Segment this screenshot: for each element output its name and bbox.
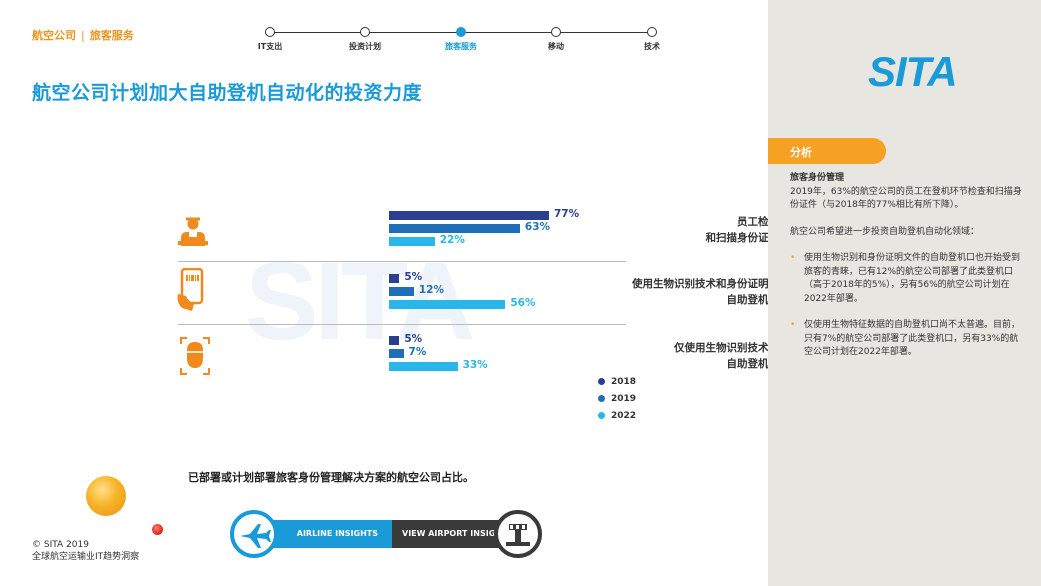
row-label-line: 自助登机口: [726, 358, 780, 370]
analysis-sidebar: SITA 分析 旅客身份管理 2019年，63%的航空公司的员工在登机环节检查和…: [768, 0, 1041, 586]
step-mobile[interactable]: 移动: [516, 27, 596, 52]
row-label-line: 仅使用生物识别技术的: [674, 342, 779, 354]
bar-value-label: 7%: [408, 346, 427, 358]
bar-2018-row-2: [389, 274, 400, 283]
step-dot: [360, 27, 370, 37]
legend-dot: [598, 412, 605, 419]
analysis-text: 旅客身份管理 2019年，63%的航空公司的员工在登机环节检查和扫描身份证件（与…: [790, 172, 1026, 373]
bar-value-label: 22%: [439, 234, 465, 246]
analysis-heading: 旅客身份管理: [790, 173, 845, 183]
legend-item-2018: 2018: [598, 377, 636, 387]
step-label: 旅客服务: [445, 42, 477, 51]
airport-tower-icon[interactable]: [494, 510, 542, 558]
bar-2018-row-1: [389, 211, 549, 220]
breadcrumb: 航空公司 | 旅客服务: [32, 27, 134, 43]
step-investment[interactable]: 投资计划: [325, 27, 405, 52]
row-label-biometric-only: 仅使用生物识别技术的 自助登机口: [579, 340, 779, 372]
row-divider: [178, 261, 626, 262]
section-progress: IT支出 投资计划 旅客服务 移动 技术: [0, 0, 760, 60]
copyright: © SITA 2019 全球航空运输业IT趋势洞察: [32, 539, 139, 563]
step-it-spend[interactable]: IT支出: [230, 27, 310, 52]
step-technology[interactable]: 技术: [612, 27, 692, 52]
legend-dot: [598, 378, 605, 385]
analysis-bullets: • 使用生物识别和身份证明文件的自助登机口也开始受到旅客的青睐，已有12%的航空公…: [790, 252, 1026, 360]
bar-2018-row-3: [389, 336, 400, 345]
row-label-line: 自助登机口: [726, 294, 780, 306]
airplane-icon[interactable]: [230, 510, 278, 558]
row-label-line: 使用生物识别技术和身份证明的: [632, 278, 779, 290]
insights-nav: AIRLINE INSIGHTS VIEW AIRPORT INSIGHTS: [230, 510, 542, 558]
bar-value-label: 77%: [554, 208, 580, 220]
analysis-tab: 分析: [768, 138, 886, 164]
sita-logo: SITA: [868, 48, 958, 95]
list-item: • 使用生物识别和身份证明文件的自助登机口也开始受到旅客的青睐，已有12%的航空公…: [790, 252, 1026, 306]
bar-value-label: 5%: [404, 271, 423, 283]
breadcrumb-separator: |: [81, 29, 85, 42]
bullet-text: 使用生物识别和身份证明文件的自助登机口也开始受到旅客的青睐，已有12%的航空公司…: [804, 253, 1021, 304]
tower-glyph: [506, 524, 530, 546]
bar-2022-row-3: [389, 362, 458, 371]
mobile-id-icon: [177, 268, 204, 311]
bar-value-label: 33%: [462, 359, 488, 371]
legend-label: 2018: [611, 377, 637, 387]
copyright-line: © SITA 2019: [32, 540, 89, 550]
chart-caption: 已部署或计划部署旅客身份管理解决方案的航空公司占比。: [188, 471, 474, 484]
step-dot: [551, 27, 561, 37]
legend-label: 2019: [611, 394, 637, 404]
legend-label: 2022: [611, 411, 637, 421]
bar-value-label: 12%: [418, 284, 445, 296]
row-label-line: 和扫描身份证明: [705, 232, 780, 244]
breadcrumb-section[interactable]: 航空公司: [32, 29, 76, 42]
bullet-icon: •: [790, 253, 796, 263]
bar-value-label: 63%: [524, 221, 551, 233]
staff-check-icon: [178, 217, 208, 246]
bar-2019-row-3: [389, 349, 404, 358]
step-dot: [265, 27, 275, 37]
step-dot: [647, 27, 657, 37]
bullet-icon: •: [790, 320, 796, 330]
analysis-paragraph: 2019年，63%的航空公司的员工在登机环节检查和扫描身份证件（与2018年的7…: [790, 186, 1022, 211]
row-divider: [178, 324, 626, 325]
step-label: 移动: [548, 42, 564, 51]
bar-value-label: 56%: [510, 297, 536, 309]
bar-2022-row-1: [389, 237, 435, 246]
row-label-staff-check: 员工检查 和扫描身份证明: [579, 214, 780, 246]
list-item: • 仅使用生物特征数据的自助登机口尚不太普遍。目前，只有7%的航空公司部署了此类登…: [790, 319, 1026, 360]
airplane-glyph: [240, 524, 271, 548]
page-title: 航空公司计划加大自助登机自动化的投资力度: [32, 82, 423, 104]
legend-dot: [598, 395, 605, 402]
step-dot: [456, 27, 466, 37]
row-label-biometric-id: 使用生物识别技术和身份证明的 自助登机口: [579, 276, 779, 308]
analysis-paragraph: 航空公司希望进一步投资自助登机自动化领域：: [790, 226, 980, 237]
bar-value-label: 5%: [404, 333, 423, 345]
copyright-line: 全球航空运输业IT趋势洞察: [32, 552, 140, 562]
breadcrumb-sub[interactable]: 旅客服务: [89, 29, 134, 42]
bullet-text: 仅使用生物特征数据的自助登机口尚不太普遍。目前，只有7%的航空公司部署了此类登机…: [804, 320, 1021, 357]
step-label: IT支出: [257, 42, 283, 51]
decorative-red-sphere: [152, 524, 163, 535]
bar-2022-row-2: [389, 300, 506, 309]
decorative-orange-sphere: [86, 476, 126, 516]
legend-item-2019: 2019: [598, 394, 636, 404]
face-scan-icon: [180, 337, 210, 375]
bar-2019-row-1: [389, 224, 520, 233]
bar-2019-row-2: [389, 287, 414, 296]
step-label: 投资计划: [349, 42, 381, 51]
step-label: 技术: [644, 42, 660, 51]
row-label-line: 员工检查: [737, 216, 779, 228]
step-passenger-services[interactable]: 旅客服务: [421, 27, 501, 52]
legend-item-2022: 2022: [598, 411, 636, 421]
